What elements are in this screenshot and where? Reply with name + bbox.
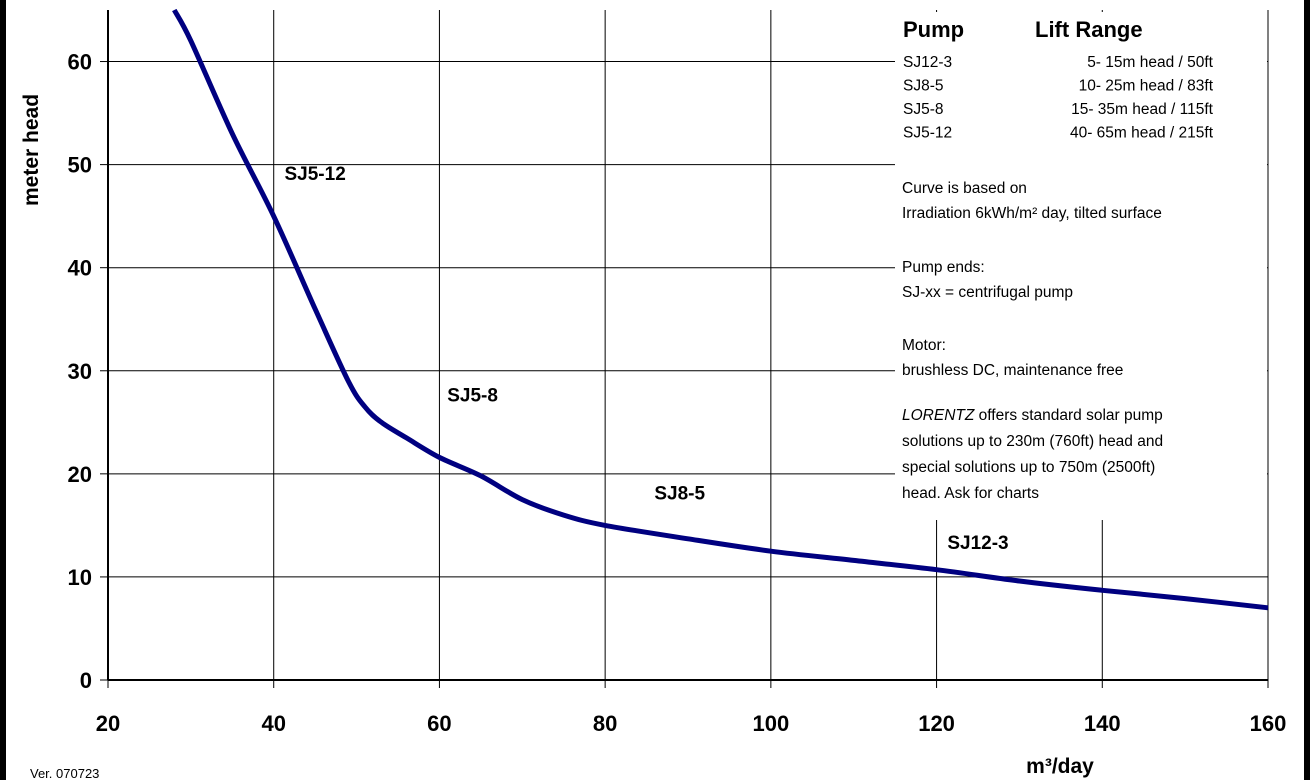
legend-notes: Curve is based on Irradiation 6kWh/m² day… — [902, 180, 1162, 379]
legend-title-pump: Pump — [903, 17, 964, 42]
legend: Pump Lift Range SJ12-3 5- 15m head / 50ft… — [902, 17, 1214, 502]
x-tick-labels: 20 40 60 80 100 120 140 160 — [96, 711, 1287, 736]
y-tick-label: 0 — [80, 668, 92, 693]
x-tick-label: 40 — [261, 711, 285, 736]
y-tick-label: 40 — [68, 256, 92, 281]
legend-note-line: Curve is based on — [902, 180, 1027, 197]
y-tick-label: 30 — [68, 359, 92, 384]
legend-lift-range: 10- 25m head / 83ft — [1079, 78, 1214, 95]
legend-footer-line: head. Ask for charts — [902, 485, 1039, 502]
y-tick-label: 20 — [68, 462, 92, 487]
legend-title-lift-range: Lift Range — [1035, 17, 1143, 42]
x-tick-label: 120 — [918, 711, 955, 736]
legend-note-line: SJ-xx = centrifugal pump — [902, 284, 1073, 301]
legend-footer-line: solutions up to 230m (760ft) head and — [902, 433, 1163, 450]
legend-note-line: Motor: — [902, 337, 946, 354]
y-tick-label: 60 — [68, 50, 92, 75]
legend-background — [895, 12, 1267, 520]
x-tick-label: 20 — [96, 711, 120, 736]
legend-rows: SJ12-3 5- 15m head / 50ft SJ8-5 10- 25m hea… — [903, 54, 1214, 142]
legend-note-line: Pump ends: — [902, 259, 985, 276]
legend-footer-brand: LORENTZ — [902, 407, 975, 424]
region-label: SJ12-3 — [947, 533, 1008, 554]
legend-note-line: brushless DC, maintenance free — [902, 362, 1123, 379]
x-tick-label: 160 — [1250, 711, 1287, 736]
legend-pump-name: SJ5-12 — [903, 125, 952, 142]
y-tick-labels: 0 10 20 30 40 50 60 — [68, 50, 92, 693]
x-tick-label: 100 — [752, 711, 789, 736]
legend-footer-line: LORENTZ offers standard solar pump — [902, 407, 1163, 424]
legend-pump-name: SJ12-3 — [903, 54, 952, 71]
legend-footer-text: offers standard solar pump — [974, 407, 1162, 424]
data-series — [172, 8, 1269, 611]
x-axis-title: m³/day — [1026, 755, 1094, 778]
region-label: SJ5-12 — [285, 164, 346, 185]
legend-lift-range: 40- 65m head / 215ft — [1070, 125, 1214, 142]
legend-note-line: Irradiation 6kWh/m² day, tilted surface — [902, 205, 1162, 222]
legend-pump-name: SJ5-8 — [903, 101, 944, 118]
legend-pump-name: SJ8-5 — [903, 78, 944, 95]
y-axis-title: meter head — [20, 94, 43, 206]
y-tick-label: 50 — [68, 153, 92, 178]
x-tick-label: 80 — [593, 711, 617, 736]
series-line — [172, 8, 1269, 611]
x-tick-label: 140 — [1084, 711, 1121, 736]
version-label: Ver. 070723 — [30, 766, 99, 780]
x-tick-label: 60 — [427, 711, 451, 736]
legend-lift-range: 5- 15m head / 50ft — [1087, 54, 1213, 71]
legend-footer-line: special solutions up to 750m (2500ft) — [902, 459, 1155, 476]
region-labels: SJ5-12 SJ5-8 SJ8-5 SJ12-3 — [285, 164, 1009, 554]
y-tick-label: 10 — [68, 565, 92, 590]
region-label: SJ8-5 — [654, 484, 705, 505]
region-label: SJ5-8 — [447, 386, 498, 407]
legend-lift-range: 15- 35m head / 115ft — [1071, 101, 1214, 118]
